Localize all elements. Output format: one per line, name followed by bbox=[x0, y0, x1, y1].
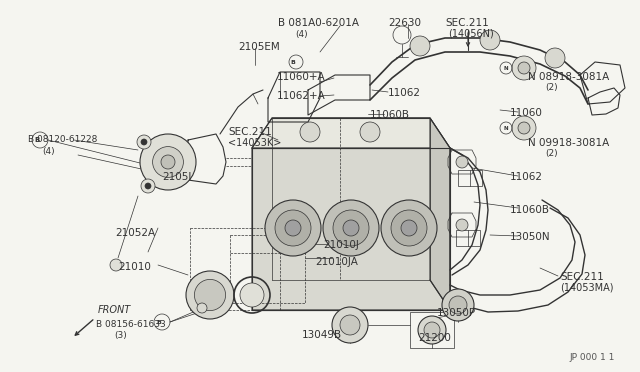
Bar bbox=[456, 230, 480, 246]
Text: (14053MA): (14053MA) bbox=[560, 283, 614, 293]
Circle shape bbox=[275, 210, 311, 246]
Text: 22630: 22630 bbox=[388, 18, 421, 28]
Text: 21010J: 21010J bbox=[323, 240, 359, 250]
Text: SEC.211: SEC.211 bbox=[560, 272, 604, 282]
Circle shape bbox=[343, 220, 359, 236]
Circle shape bbox=[332, 307, 368, 343]
Text: FRONT: FRONT bbox=[98, 305, 131, 315]
Text: N: N bbox=[504, 65, 508, 71]
Text: B 08156-61633: B 08156-61633 bbox=[96, 320, 166, 329]
Text: 11060B: 11060B bbox=[510, 205, 550, 215]
Bar bbox=[190, 228, 280, 310]
Circle shape bbox=[512, 56, 536, 80]
Text: 13050N: 13050N bbox=[510, 232, 550, 242]
Text: (2): (2) bbox=[545, 149, 557, 158]
Text: 11062+A: 11062+A bbox=[277, 91, 326, 101]
Circle shape bbox=[145, 183, 151, 189]
Circle shape bbox=[518, 122, 530, 134]
Text: SEC.211: SEC.211 bbox=[445, 18, 489, 28]
Text: 21200: 21200 bbox=[418, 333, 451, 343]
Circle shape bbox=[401, 220, 417, 236]
Text: 11062: 11062 bbox=[388, 88, 421, 98]
Circle shape bbox=[161, 155, 175, 169]
Circle shape bbox=[186, 271, 234, 319]
Circle shape bbox=[418, 316, 446, 344]
Circle shape bbox=[449, 296, 467, 314]
Circle shape bbox=[137, 135, 151, 149]
Text: 11060B: 11060B bbox=[370, 110, 410, 120]
Circle shape bbox=[391, 210, 427, 246]
Text: N: N bbox=[504, 125, 508, 131]
Circle shape bbox=[456, 219, 468, 231]
Circle shape bbox=[333, 210, 369, 246]
Circle shape bbox=[381, 200, 437, 256]
Circle shape bbox=[141, 139, 147, 145]
Circle shape bbox=[240, 283, 264, 307]
Text: 2105I: 2105I bbox=[162, 172, 191, 182]
Text: (4): (4) bbox=[295, 30, 308, 39]
Circle shape bbox=[424, 322, 440, 338]
Circle shape bbox=[323, 200, 379, 256]
Polygon shape bbox=[252, 148, 450, 310]
Polygon shape bbox=[430, 118, 450, 310]
Text: 21010JA: 21010JA bbox=[315, 257, 358, 267]
Text: 21052A: 21052A bbox=[115, 228, 155, 238]
Circle shape bbox=[442, 289, 474, 321]
Circle shape bbox=[197, 303, 207, 313]
Bar bbox=[230, 235, 305, 303]
Text: 2105EM: 2105EM bbox=[238, 42, 280, 52]
Circle shape bbox=[456, 156, 468, 168]
Text: SEC.211: SEC.211 bbox=[228, 127, 272, 137]
Text: 13050P: 13050P bbox=[437, 308, 476, 318]
Text: <14053K>: <14053K> bbox=[228, 138, 282, 148]
Text: N 09918-3081A: N 09918-3081A bbox=[528, 138, 609, 148]
Circle shape bbox=[518, 62, 530, 74]
Polygon shape bbox=[252, 118, 450, 148]
Text: (3): (3) bbox=[114, 331, 127, 340]
Circle shape bbox=[300, 122, 320, 142]
Circle shape bbox=[195, 279, 226, 311]
Circle shape bbox=[340, 315, 360, 335]
Circle shape bbox=[285, 220, 301, 236]
Text: N 08918-3081A: N 08918-3081A bbox=[528, 72, 609, 82]
Circle shape bbox=[545, 48, 565, 68]
Circle shape bbox=[265, 200, 321, 256]
Text: 13049B: 13049B bbox=[302, 330, 342, 340]
Circle shape bbox=[140, 134, 196, 190]
Bar bbox=[410, 312, 454, 348]
Circle shape bbox=[480, 30, 500, 50]
Text: 11060: 11060 bbox=[510, 108, 543, 118]
Circle shape bbox=[110, 259, 122, 271]
Text: B 081A0-6201A: B 081A0-6201A bbox=[278, 18, 359, 28]
Text: JP 000 1 1: JP 000 1 1 bbox=[570, 353, 615, 362]
Text: 21010: 21010 bbox=[118, 262, 151, 272]
Text: (14056N): (14056N) bbox=[448, 29, 493, 39]
Text: (4): (4) bbox=[42, 147, 54, 156]
Text: 11060+A: 11060+A bbox=[277, 72, 326, 82]
Text: B 08120-61228: B 08120-61228 bbox=[28, 135, 97, 144]
Text: (2): (2) bbox=[545, 83, 557, 92]
Circle shape bbox=[512, 116, 536, 140]
Text: B: B bbox=[35, 137, 40, 143]
Bar bbox=[458, 170, 482, 186]
Text: B: B bbox=[157, 320, 161, 324]
Circle shape bbox=[410, 36, 430, 56]
Circle shape bbox=[152, 147, 184, 177]
Text: B: B bbox=[291, 60, 296, 64]
Circle shape bbox=[360, 122, 380, 142]
Circle shape bbox=[141, 179, 155, 193]
Text: 11062: 11062 bbox=[510, 172, 543, 182]
